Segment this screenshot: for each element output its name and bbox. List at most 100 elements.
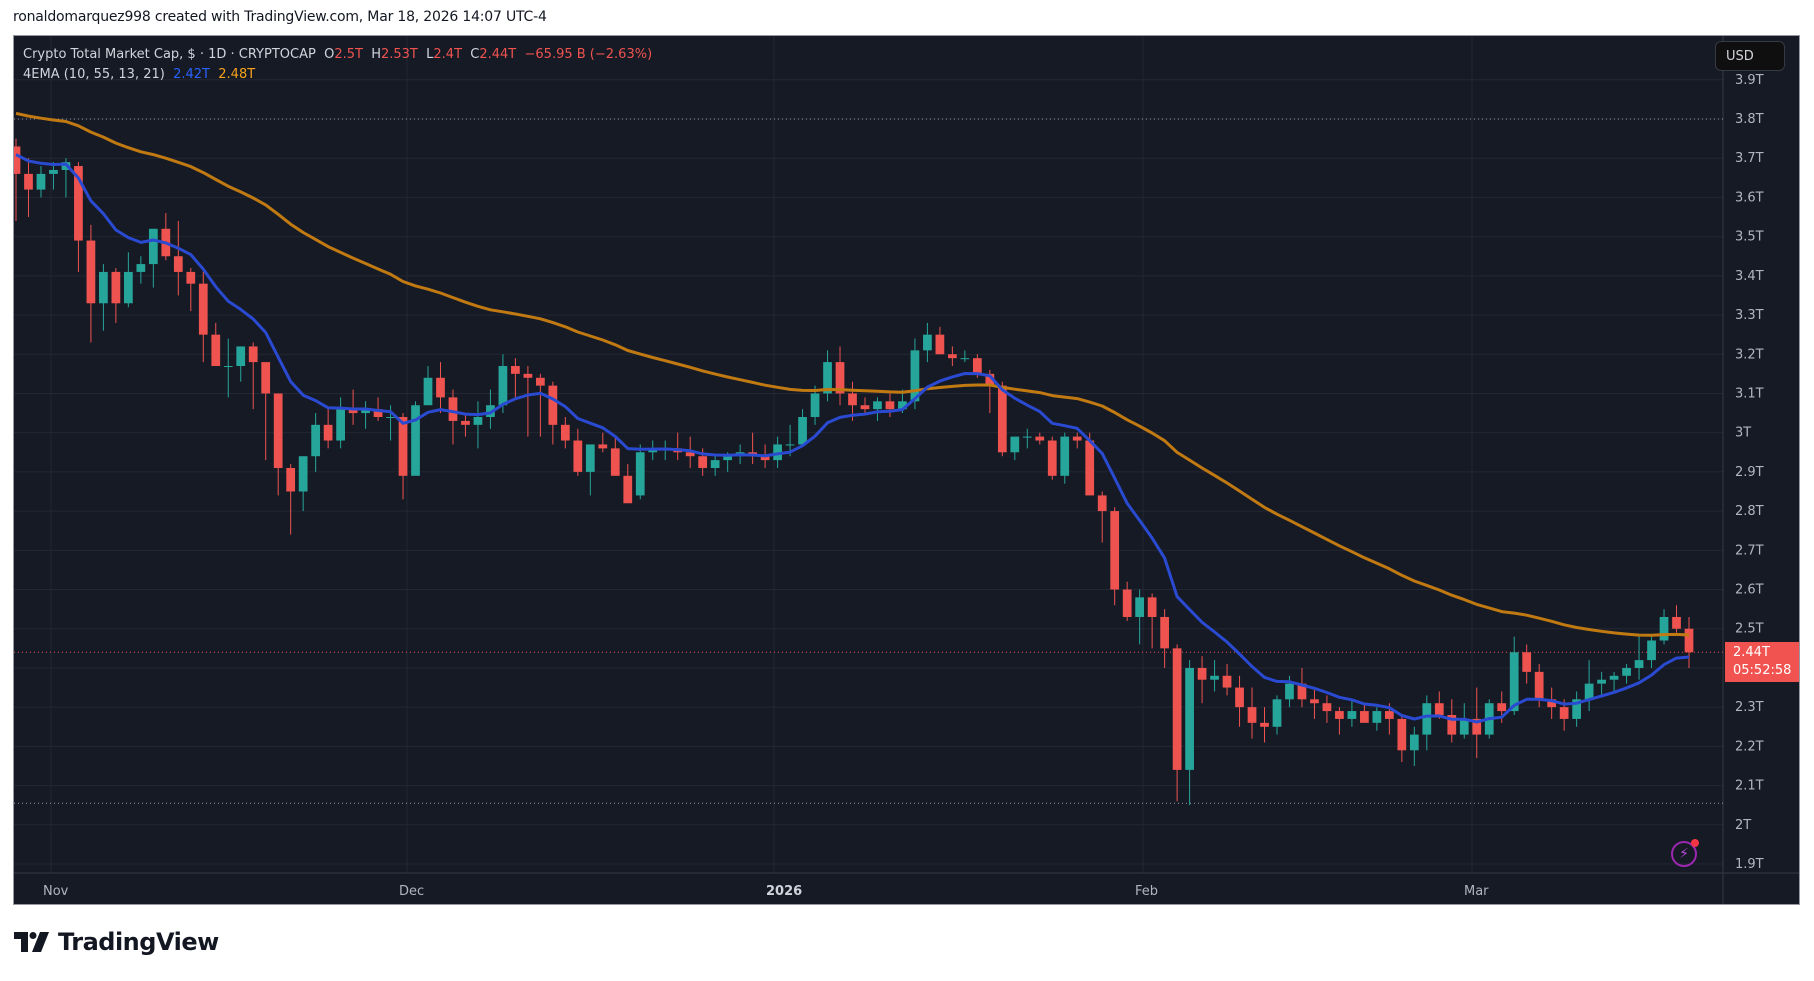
candle [248, 346, 258, 363]
candle [273, 393, 283, 468]
candle [1422, 703, 1432, 735]
candle [623, 475, 633, 504]
candle [910, 350, 920, 402]
candle [848, 393, 857, 406]
candle [148, 228, 158, 265]
candle [498, 366, 508, 406]
price-axis-label: 2.9T [1735, 465, 1764, 480]
candle [1459, 718, 1469, 735]
chart-caption: ronaldomarquez998 created with TradingVi… [13, 9, 547, 25]
candle [1122, 589, 1132, 617]
candle [1097, 495, 1107, 512]
candle [74, 166, 83, 241]
candle [1110, 511, 1120, 590]
price-axis-label: 3.6T [1735, 190, 1764, 205]
candle [1447, 715, 1457, 735]
candle [898, 401, 907, 410]
candle [1597, 679, 1606, 684]
candle [1672, 616, 1681, 629]
high-value: 2.53T [380, 47, 418, 62]
candle [1010, 436, 1020, 453]
candle [548, 385, 558, 425]
lightning-icon[interactable]: ⚡ [1671, 839, 1699, 867]
indicator-legend-row: 4EMA (10, 55, 13, 21) 2.42T 2.48T [23, 65, 652, 85]
candle [873, 401, 882, 410]
high-label: H [371, 47, 381, 62]
price-axis-label: 3.9T [1735, 73, 1764, 88]
change-value: −65.95 B (−2.63%) [524, 47, 653, 62]
price-axis-label: 2.7T [1735, 543, 1764, 558]
price-axis-label: 2.8T [1735, 504, 1764, 519]
candle [1372, 711, 1382, 723]
candle [1472, 718, 1482, 735]
candlestick-chart[interactable]: 3.9T 3.8T 3.7T 3.6T 3.5T 3.4T 3.3T 3.2T 3.1T 3T 2.… [14, 36, 1800, 905]
candle [1572, 699, 1582, 719]
candle [436, 377, 445, 398]
candle [860, 405, 870, 410]
candle [186, 271, 196, 284]
candle [1547, 699, 1557, 708]
candle [1210, 675, 1219, 680]
tradingview-wordmark: TradingView [58, 928, 219, 956]
candle [536, 377, 545, 386]
candle [511, 366, 520, 374]
candle [473, 417, 483, 425]
candle [1647, 640, 1656, 661]
candle [1434, 703, 1444, 715]
currency-button[interactable]: USD [1715, 41, 1785, 71]
time-axis-label: Feb [1135, 884, 1158, 899]
ema-slow-value: 2.48T [218, 67, 256, 82]
candle [298, 456, 308, 492]
candle [798, 417, 807, 445]
candle [1185, 667, 1194, 770]
candle [173, 256, 183, 272]
candle [885, 401, 895, 410]
candle [923, 334, 932, 351]
time-axis-label: 2026 [766, 884, 802, 899]
chart-panel[interactable]: 3.9T 3.8T 3.7T 3.6T 3.5T 3.4T 3.3T 3.2T 3.1T 3T 2.… [13, 35, 1800, 905]
candle [1634, 660, 1644, 668]
candle [123, 271, 133, 304]
candle [423, 377, 433, 406]
price-axis-label: 3.8T [1735, 112, 1764, 127]
candle [1172, 648, 1182, 770]
candle [1534, 671, 1544, 700]
indicator-title[interactable]: 4EMA (10, 55, 13, 21) [23, 67, 165, 82]
ema-slow-line [15, 111, 1690, 637]
last-price-tag: 2.44T 05:52:58 [1725, 642, 1799, 682]
symbol-title[interactable]: Crypto Total Market Cap, $ · 1D · CRYPTO… [23, 47, 316, 62]
candle [960, 358, 970, 360]
candle [585, 444, 595, 472]
candle [823, 362, 832, 394]
price-axis-label: 3.2T [1735, 347, 1764, 362]
candle [1285, 683, 1294, 700]
candle [1559, 707, 1569, 719]
candle [36, 173, 46, 190]
candle [373, 409, 383, 417]
candle [1684, 628, 1694, 653]
candle [386, 417, 395, 418]
candle [523, 373, 533, 378]
candle [1022, 436, 1032, 438]
price-axis-label: 2.5T [1735, 622, 1764, 637]
price-axis-label: 3.5T [1735, 230, 1764, 245]
price-axis-label: 3.1T [1735, 386, 1764, 401]
low-label: L [426, 47, 434, 62]
candle [111, 271, 121, 304]
candle [1522, 652, 1532, 672]
candle [723, 456, 733, 461]
time-axis-label: Mar [1464, 884, 1489, 899]
candle [1035, 436, 1045, 441]
candle [24, 173, 33, 190]
candle [810, 393, 820, 417]
candle [1335, 711, 1344, 719]
candle [398, 417, 408, 476]
candle [935, 334, 945, 355]
candle [336, 409, 345, 441]
candle [835, 362, 845, 394]
candle [1047, 440, 1057, 476]
candle [1322, 703, 1332, 712]
notification-dot [1691, 839, 1699, 847]
candle [1659, 616, 1669, 641]
candle [560, 424, 570, 441]
